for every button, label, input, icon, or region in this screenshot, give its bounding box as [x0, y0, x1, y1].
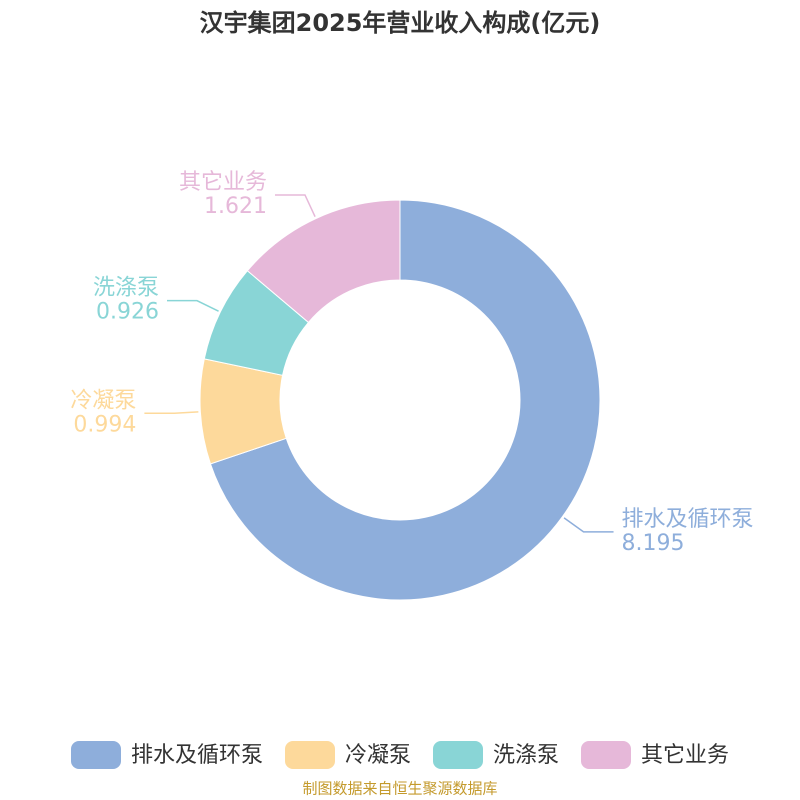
leader-line: [274, 194, 316, 218]
source-note: 制图数据来自恒生聚源数据库: [302, 780, 497, 798]
slice-label: 冷凝泵: [70, 388, 136, 413]
value-label: 0.926: [96, 300, 159, 325]
leader-line: [144, 411, 199, 415]
donut-slice: [209, 199, 601, 601]
donut-slice: [246, 199, 401, 324]
slice-label: 其它业务: [179, 170, 267, 195]
legend-label: 排水及循环泵: [131, 743, 263, 768]
chart-title: 汉宇集团2025年营业收入构成(亿元): [200, 9, 601, 37]
legend-label: 洗涤泵: [493, 743, 559, 768]
legend-swatch: [70, 741, 121, 769]
leader-line: [167, 299, 219, 312]
slice-label: 排水及循环泵: [622, 507, 754, 532]
slice-label: 洗涤泵: [93, 276, 159, 301]
legend-label: 其它业务: [641, 743, 729, 768]
value-label: 1.621: [204, 194, 267, 219]
value-label: 8.195: [622, 531, 685, 556]
legend-swatch: [433, 741, 484, 769]
legend-swatch: [284, 741, 335, 769]
legend-label: 冷凝泵: [345, 743, 411, 768]
value-label: 0.994: [73, 412, 136, 437]
legend-swatch: [581, 741, 632, 769]
leader-line: [563, 517, 614, 533]
